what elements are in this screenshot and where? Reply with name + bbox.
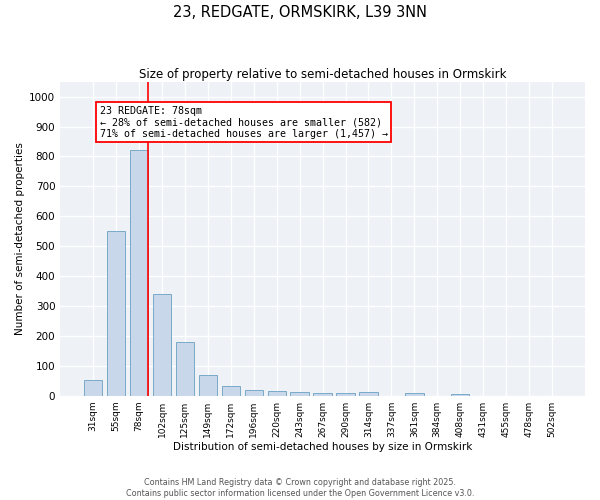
X-axis label: Distribution of semi-detached houses by size in Ormskirk: Distribution of semi-detached houses by … (173, 442, 472, 452)
Title: Size of property relative to semi-detached houses in Ormskirk: Size of property relative to semi-detach… (139, 68, 506, 80)
Bar (337, 392, 355, 396)
Bar (405, 394, 424, 396)
Bar (451, 394, 469, 396)
Y-axis label: Number of semi-detached properties: Number of semi-detached properties (15, 142, 25, 335)
Bar (221, 386, 240, 396)
Bar (84, 380, 103, 396)
Bar (290, 392, 309, 396)
Bar (199, 376, 217, 396)
Bar (245, 390, 263, 396)
Bar (153, 294, 171, 396)
Bar (313, 392, 332, 396)
Text: 23, REDGATE, ORMSKIRK, L39 3NN: 23, REDGATE, ORMSKIRK, L39 3NN (173, 5, 427, 20)
Bar (107, 231, 125, 396)
Bar (176, 342, 194, 396)
Text: Contains HM Land Registry data © Crown copyright and database right 2025.
Contai: Contains HM Land Registry data © Crown c… (126, 478, 474, 498)
Bar (268, 391, 286, 396)
Bar (359, 392, 377, 396)
Bar (130, 150, 148, 396)
Text: 23 REDGATE: 78sqm
← 28% of semi-detached houses are smaller (582)
71% of semi-de: 23 REDGATE: 78sqm ← 28% of semi-detached… (100, 106, 388, 139)
